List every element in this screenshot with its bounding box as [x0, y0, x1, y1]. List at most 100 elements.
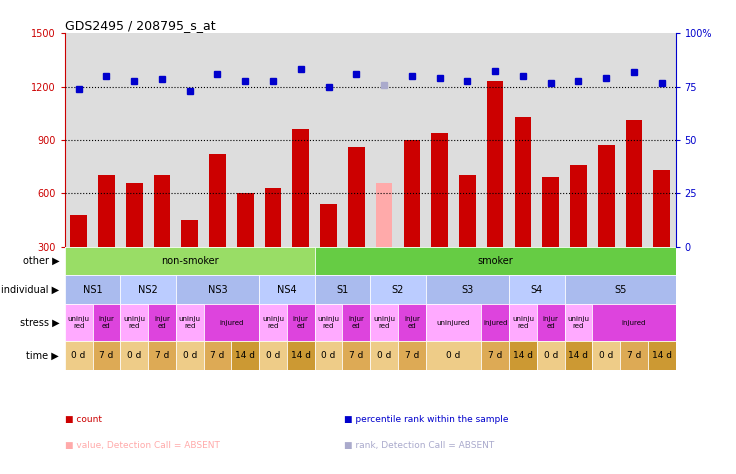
Bar: [342, 341, 370, 370]
Bar: [565, 304, 592, 341]
Text: injur
ed: injur ed: [99, 316, 114, 329]
Text: 7 d: 7 d: [405, 351, 419, 360]
Text: 0 d: 0 d: [543, 351, 558, 360]
Text: injur
ed: injur ed: [154, 316, 170, 329]
Bar: [514, 117, 531, 246]
Text: 14 d: 14 d: [513, 351, 533, 360]
Bar: [403, 140, 420, 246]
Bar: [315, 275, 370, 304]
Bar: [265, 188, 281, 246]
Bar: [126, 182, 143, 246]
Text: 7 d: 7 d: [488, 351, 503, 360]
Text: NS2: NS2: [138, 285, 158, 295]
Bar: [120, 341, 148, 370]
Bar: [120, 275, 176, 304]
Bar: [237, 193, 254, 246]
Bar: [93, 341, 120, 370]
Bar: [370, 304, 398, 341]
Text: NS4: NS4: [277, 285, 297, 295]
Bar: [592, 304, 676, 341]
Bar: [176, 341, 204, 370]
Text: uninju
red: uninju red: [262, 316, 284, 329]
Text: 7 d: 7 d: [627, 351, 641, 360]
Text: individual ▶: individual ▶: [1, 285, 59, 295]
Text: injured: injured: [219, 319, 244, 326]
Text: S5: S5: [614, 285, 626, 295]
Text: injur
ed: injur ed: [542, 316, 559, 329]
Bar: [398, 341, 425, 370]
Bar: [537, 341, 565, 370]
Text: injur
ed: injur ed: [404, 316, 420, 329]
Bar: [370, 275, 425, 304]
Bar: [315, 304, 342, 341]
Bar: [348, 147, 364, 246]
Bar: [620, 341, 648, 370]
Bar: [537, 304, 565, 341]
Text: S1: S1: [336, 285, 349, 295]
Bar: [648, 341, 676, 370]
Bar: [154, 175, 170, 246]
Bar: [598, 145, 615, 246]
Bar: [342, 304, 370, 341]
Text: S2: S2: [392, 285, 404, 295]
Text: injur
ed: injur ed: [293, 316, 308, 329]
Text: 7 d: 7 d: [349, 351, 364, 360]
Text: 14 d: 14 d: [568, 351, 589, 360]
Bar: [65, 304, 93, 341]
Text: NS1: NS1: [82, 285, 102, 295]
Bar: [292, 129, 309, 246]
Text: 0 d: 0 d: [599, 351, 613, 360]
Bar: [425, 304, 481, 341]
Text: 7 d: 7 d: [210, 351, 224, 360]
Text: 0 d: 0 d: [183, 351, 197, 360]
Bar: [65, 246, 315, 275]
Text: uninju
red: uninju red: [68, 316, 90, 329]
Text: NS3: NS3: [208, 285, 227, 295]
Text: uninju
red: uninju red: [179, 316, 201, 329]
Text: GDS2495 / 208795_s_at: GDS2495 / 208795_s_at: [65, 19, 216, 32]
Bar: [565, 275, 676, 304]
Bar: [176, 304, 204, 341]
Text: 14 d: 14 d: [291, 351, 311, 360]
Bar: [481, 304, 509, 341]
Bar: [459, 175, 475, 246]
Text: 7 d: 7 d: [155, 351, 169, 360]
Text: stress ▶: stress ▶: [20, 318, 59, 328]
Text: S3: S3: [461, 285, 473, 295]
Bar: [204, 341, 231, 370]
Text: uninju
red: uninju red: [317, 316, 339, 329]
Bar: [148, 341, 176, 370]
Bar: [376, 182, 392, 246]
Bar: [570, 165, 587, 246]
Bar: [486, 81, 503, 246]
Text: uninju
red: uninju red: [512, 316, 534, 329]
Bar: [209, 154, 226, 246]
Bar: [315, 246, 676, 275]
Bar: [98, 175, 115, 246]
Text: 0 d: 0 d: [71, 351, 86, 360]
Bar: [287, 304, 315, 341]
Bar: [370, 341, 398, 370]
Bar: [259, 275, 315, 304]
Bar: [592, 341, 620, 370]
Bar: [431, 133, 448, 246]
Bar: [71, 215, 87, 246]
Bar: [565, 341, 592, 370]
Bar: [259, 304, 287, 341]
Text: time ▶: time ▶: [26, 350, 59, 360]
Bar: [148, 304, 176, 341]
Text: 0 d: 0 d: [377, 351, 392, 360]
Text: ■ rank, Detection Call = ABSENT: ■ rank, Detection Call = ABSENT: [344, 441, 495, 450]
Bar: [509, 304, 537, 341]
Bar: [509, 341, 537, 370]
Text: other ▶: other ▶: [23, 256, 59, 266]
Text: 0 d: 0 d: [127, 351, 141, 360]
Bar: [65, 341, 93, 370]
Bar: [654, 170, 670, 246]
Bar: [542, 177, 559, 246]
Text: uninju
red: uninju red: [123, 316, 145, 329]
Text: ■ value, Detection Call = ABSENT: ■ value, Detection Call = ABSENT: [65, 441, 219, 450]
Text: uninju
red: uninju red: [373, 316, 395, 329]
Bar: [626, 120, 643, 246]
Bar: [65, 275, 120, 304]
